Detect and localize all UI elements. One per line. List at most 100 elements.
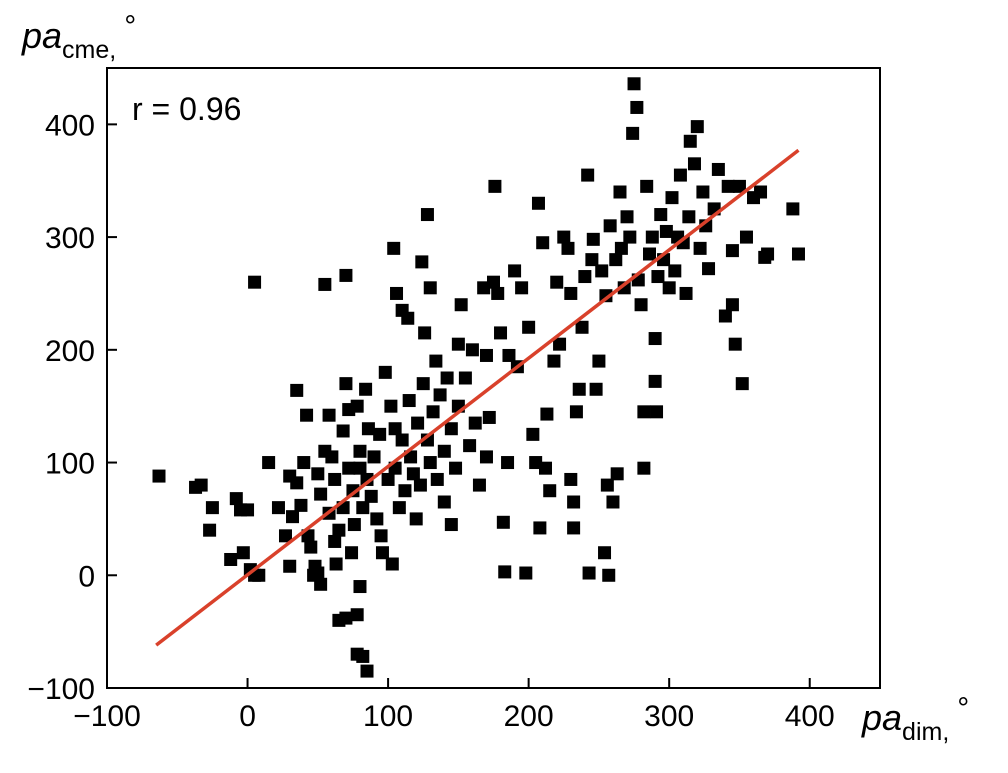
point bbox=[449, 461, 463, 475]
point bbox=[241, 503, 255, 517]
point bbox=[423, 456, 437, 470]
point bbox=[648, 332, 662, 346]
point bbox=[332, 523, 346, 537]
point bbox=[572, 382, 586, 396]
point bbox=[589, 382, 603, 396]
point bbox=[547, 354, 561, 368]
point bbox=[385, 557, 399, 571]
point bbox=[388, 422, 402, 436]
point bbox=[350, 608, 364, 622]
point bbox=[482, 410, 496, 424]
point bbox=[415, 255, 429, 269]
point bbox=[564, 286, 578, 300]
point bbox=[458, 371, 472, 385]
point bbox=[252, 568, 266, 582]
point bbox=[360, 472, 374, 486]
point bbox=[339, 611, 353, 625]
point bbox=[651, 270, 665, 284]
point bbox=[557, 230, 571, 244]
point bbox=[702, 262, 716, 276]
point bbox=[627, 77, 641, 91]
point bbox=[487, 275, 500, 289]
point bbox=[567, 521, 581, 535]
point bbox=[643, 247, 657, 261]
point bbox=[501, 456, 515, 470]
point bbox=[673, 168, 687, 182]
point bbox=[370, 512, 384, 526]
x-tick-label: 200 bbox=[504, 700, 554, 733]
y-axis-label: pacme, ° bbox=[21, 10, 136, 64]
point bbox=[390, 286, 404, 300]
point bbox=[659, 224, 673, 238]
point bbox=[322, 408, 336, 422]
point bbox=[502, 348, 516, 362]
point bbox=[350, 399, 364, 413]
point bbox=[229, 492, 243, 506]
point bbox=[311, 467, 325, 481]
point bbox=[650, 405, 664, 419]
point bbox=[668, 264, 682, 278]
point bbox=[418, 326, 432, 340]
point bbox=[374, 529, 388, 543]
point bbox=[203, 523, 217, 537]
point bbox=[430, 472, 444, 486]
point bbox=[342, 461, 356, 475]
point bbox=[361, 422, 375, 436]
point bbox=[696, 185, 710, 199]
x-label-text: pa bbox=[861, 697, 902, 738]
point bbox=[791, 247, 805, 261]
point bbox=[682, 210, 696, 224]
point bbox=[610, 467, 624, 481]
y-tick-label: 0 bbox=[78, 560, 95, 593]
point bbox=[640, 179, 654, 193]
point bbox=[290, 383, 304, 397]
point bbox=[378, 365, 392, 379]
point bbox=[540, 407, 554, 421]
point bbox=[472, 478, 486, 492]
point bbox=[444, 422, 458, 436]
point bbox=[465, 343, 479, 357]
x-tick-label: 400 bbox=[785, 700, 835, 733]
point bbox=[564, 472, 578, 486]
point bbox=[498, 565, 512, 579]
x-tick-label: −100 bbox=[73, 700, 141, 733]
point bbox=[488, 179, 502, 193]
point bbox=[592, 354, 606, 368]
point bbox=[353, 461, 367, 475]
point bbox=[609, 253, 623, 267]
point bbox=[735, 377, 749, 391]
point bbox=[409, 512, 423, 526]
point bbox=[406, 467, 420, 481]
x-label-suffix: ° bbox=[957, 692, 969, 725]
point bbox=[567, 495, 581, 509]
point bbox=[634, 298, 648, 312]
y-tick-label: 100 bbox=[45, 448, 95, 481]
point bbox=[236, 546, 250, 560]
point bbox=[553, 337, 567, 351]
x-label-subscript: dim, bbox=[902, 718, 949, 746]
point bbox=[286, 510, 300, 524]
point bbox=[711, 162, 725, 176]
point bbox=[290, 476, 304, 490]
point bbox=[654, 208, 668, 222]
point bbox=[533, 521, 547, 535]
x-tick-label: 0 bbox=[239, 700, 256, 733]
point bbox=[401, 311, 415, 325]
point bbox=[665, 191, 679, 205]
point bbox=[392, 501, 406, 515]
point bbox=[433, 388, 447, 402]
point bbox=[578, 270, 592, 284]
point bbox=[437, 444, 451, 458]
point bbox=[314, 487, 328, 501]
y-tick-label: 400 bbox=[45, 109, 95, 142]
point bbox=[373, 427, 387, 441]
x-tick-label: 300 bbox=[644, 700, 694, 733]
point bbox=[630, 100, 644, 114]
point bbox=[598, 546, 612, 560]
point bbox=[586, 232, 600, 246]
point bbox=[602, 568, 616, 582]
point bbox=[754, 185, 768, 199]
point bbox=[395, 433, 409, 447]
x-axis-label: padim, ° bbox=[861, 692, 969, 746]
